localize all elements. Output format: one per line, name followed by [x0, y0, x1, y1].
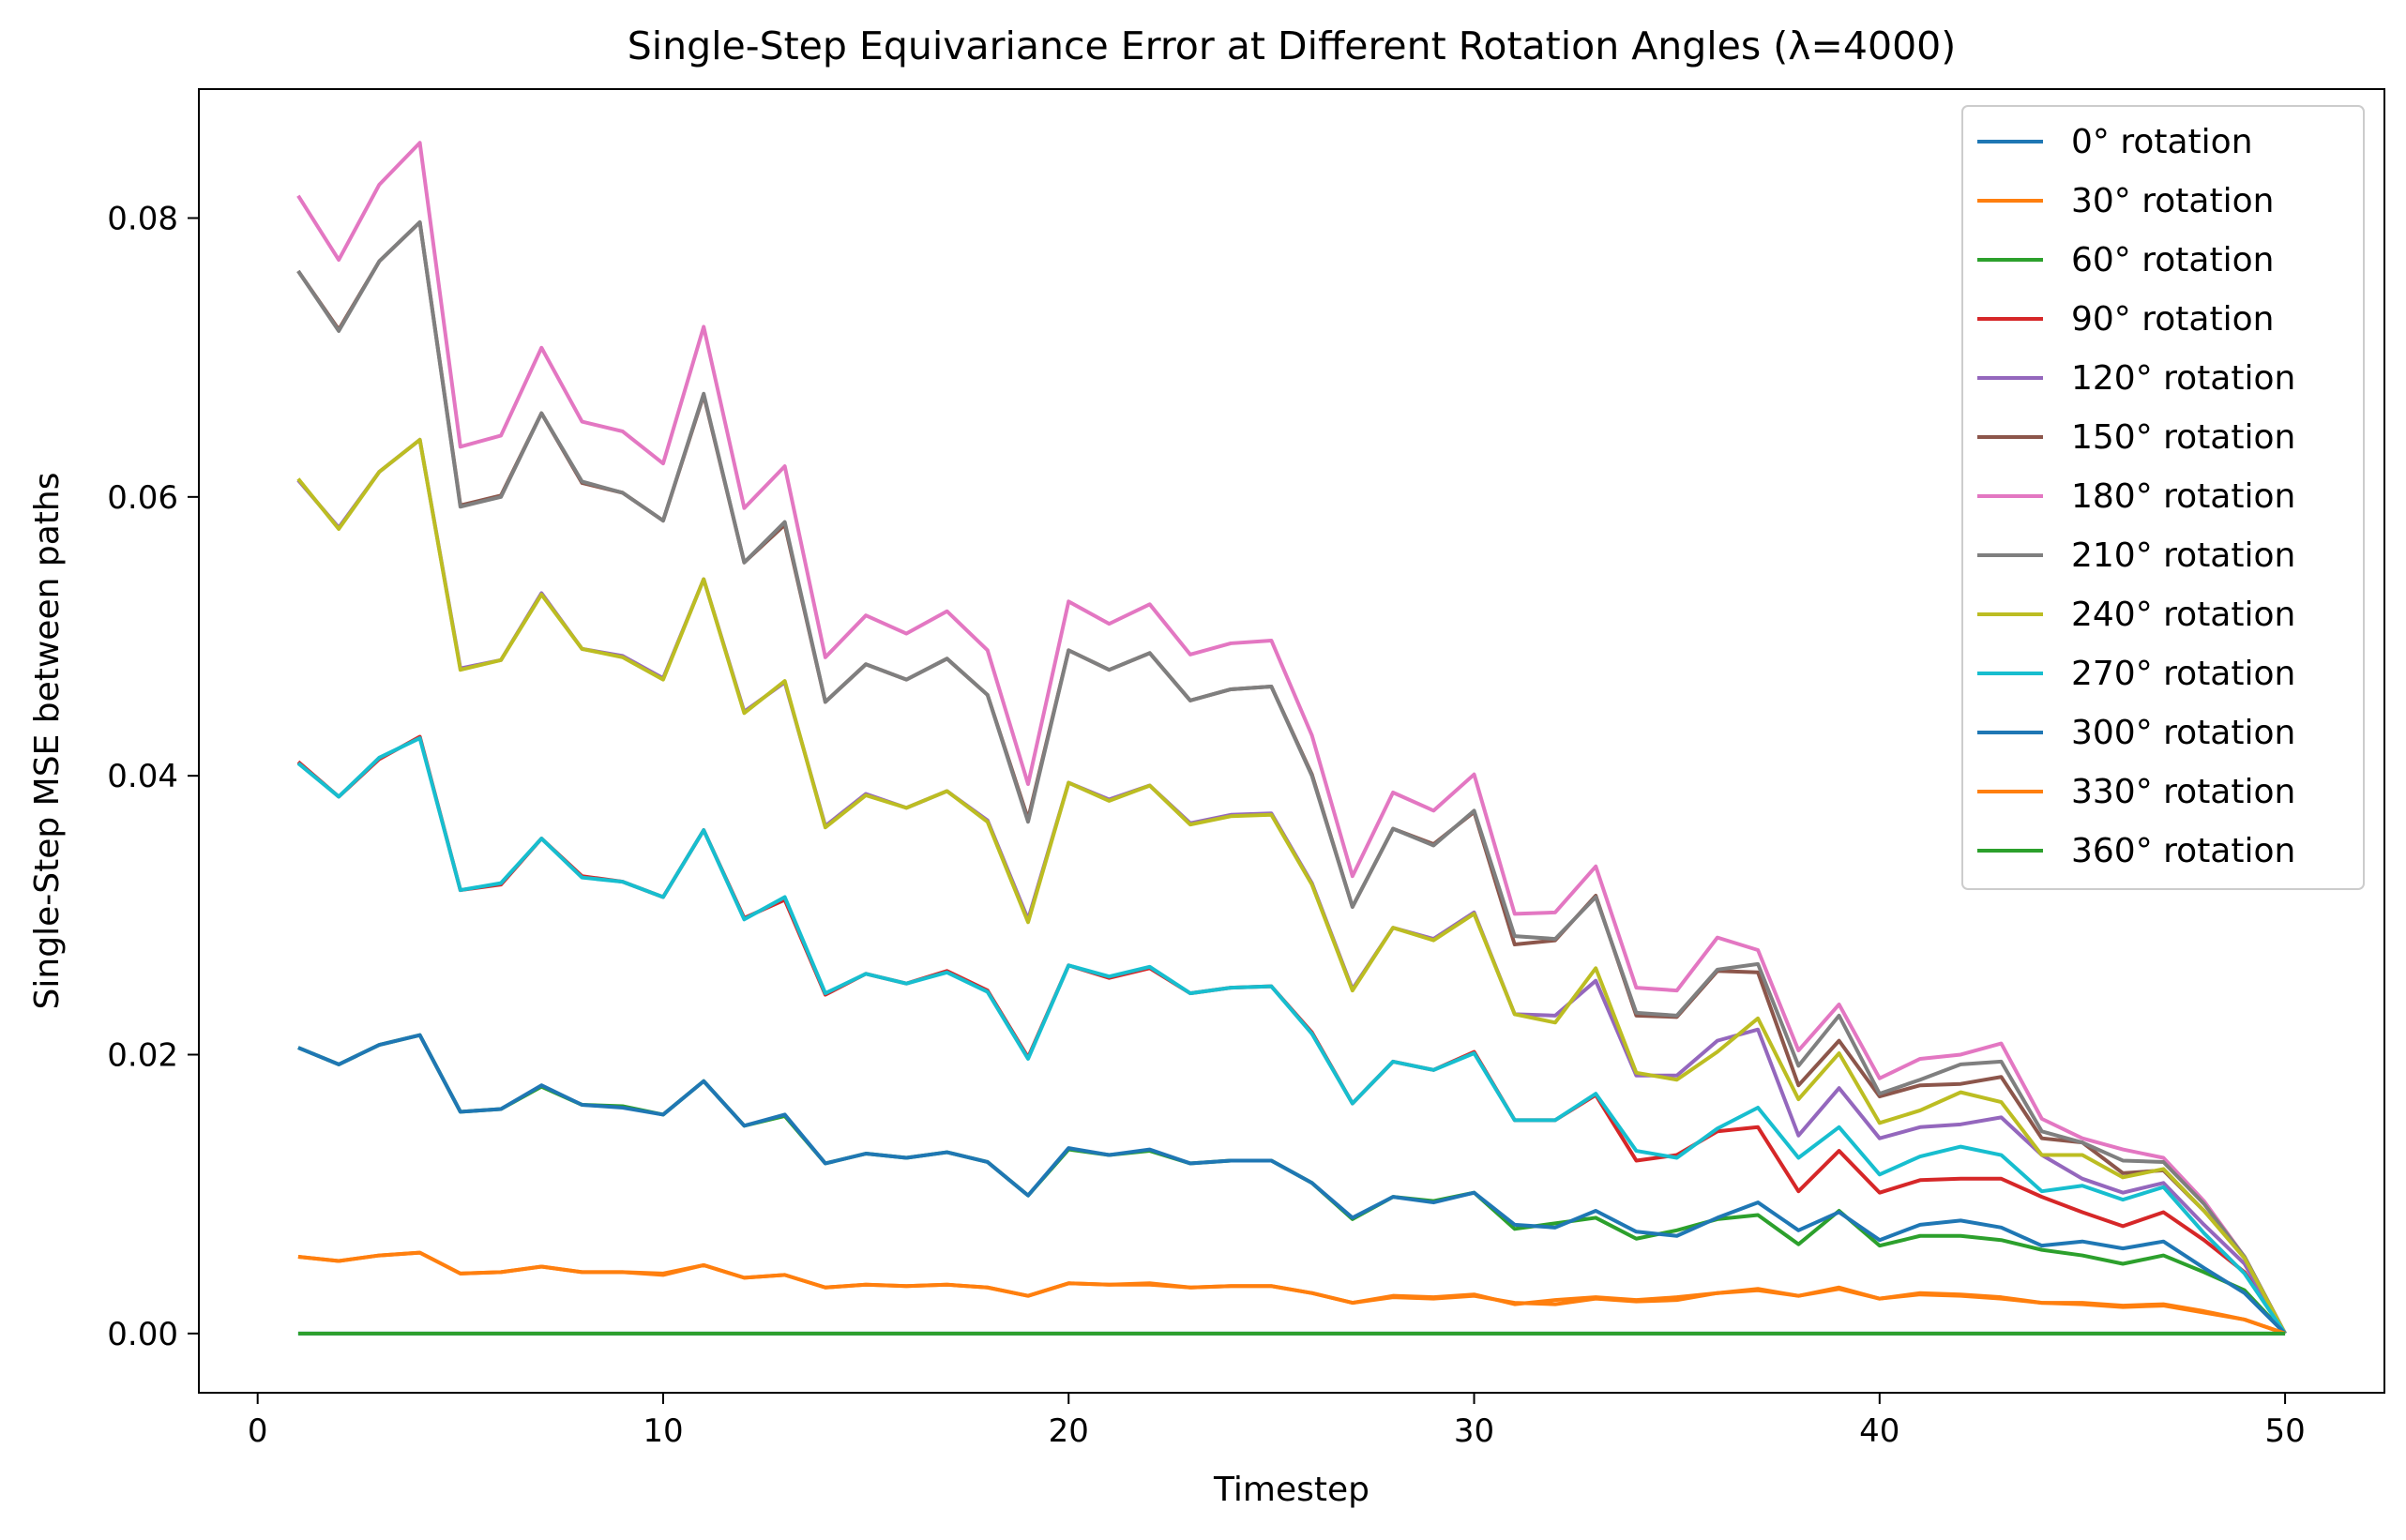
legend-label-2: 60° rotation [2071, 241, 2274, 279]
legend-label-4: 120° rotation [2071, 359, 2295, 398]
y-axis: 0.00 0.02 0.04 0.06 0.08 [107, 201, 199, 1353]
legend-label-3: 90° rotation [2071, 300, 2274, 339]
y-tick-label: 0.04 [107, 758, 178, 795]
legend-label-11: 330° rotation [2071, 773, 2295, 811]
x-tick-label: 20 [1049, 1412, 1089, 1450]
x-tick-label: 0 [248, 1412, 268, 1450]
legend-label-0: 0° rotation [2071, 123, 2253, 161]
plot-series-group [296, 141, 2287, 1336]
plot-frame [198, 88, 2385, 1394]
legend-label-10: 300° rotation [2071, 714, 2295, 752]
x-tick-label: 50 [2264, 1412, 2305, 1450]
legend-label-9: 270° rotation [2071, 655, 2295, 693]
x-tick-label: 30 [1454, 1412, 1494, 1450]
legend-box [1961, 105, 2365, 890]
x-tick-label: 10 [643, 1412, 683, 1450]
legend-label-5: 150° rotation [2071, 418, 2295, 457]
legend-label-1: 30° rotation [2071, 182, 2274, 220]
series-line-10 [297, 1033, 2287, 1336]
y-tick-label: 0.02 [107, 1036, 178, 1074]
series-line-11 [297, 1250, 2286, 1336]
y-tick-label: 0.00 [107, 1316, 178, 1353]
legend-label-8: 240° rotation [2071, 596, 2295, 634]
legend-label-12: 360° rotation [2071, 832, 2295, 870]
legend-label-7: 210° rotation [2071, 536, 2295, 575]
series-line-6 [296, 141, 2287, 1335]
legend-label-6: 180° rotation [2071, 477, 2295, 516]
legend: 0° rotation 30° rotation 60° rotation 90° r… [1961, 105, 2365, 890]
chart-title: Single-Step Equivariance Error at Differ… [628, 23, 1957, 68]
series-line-8 [296, 437, 2287, 1335]
x-axis: 0 10 20 30 40 50 [248, 1393, 2306, 1450]
x-tick-label: 40 [1859, 1412, 1899, 1450]
y-tick-label: 0.06 [107, 479, 178, 517]
series-line-7 [296, 219, 2287, 1335]
x-axis-label: Timestep [1213, 1471, 1369, 1509]
series-line-9 [296, 736, 2287, 1335]
y-axis-label: Single-Step MSE between paths [28, 473, 67, 1010]
y-tick-label: 0.08 [107, 201, 178, 238]
